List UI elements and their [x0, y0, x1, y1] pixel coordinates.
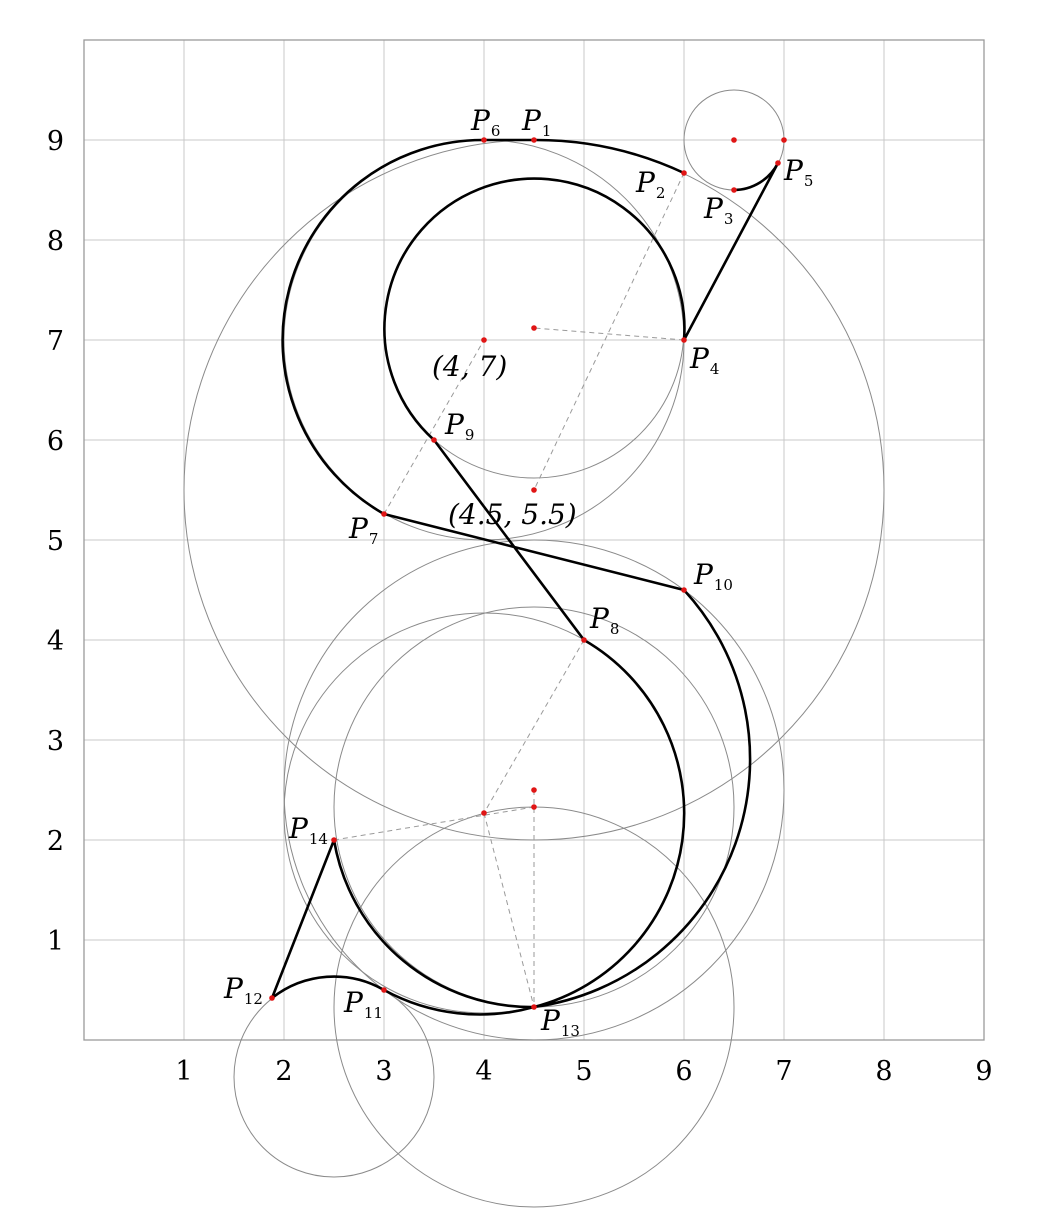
point-p5 [775, 160, 781, 166]
guide-line [533, 327, 685, 341]
coordinate-label: (4, 7) [432, 350, 507, 383]
s-curve-path [270, 138, 780, 1016]
label-letter: P [693, 558, 714, 591]
point-p4 [681, 337, 687, 343]
label-subscript: 13 [561, 1022, 580, 1040]
point-p9 [431, 437, 437, 443]
guide-line [333, 806, 535, 841]
label-p2: P2 [635, 166, 665, 202]
guide-line [533, 172, 685, 491]
label-subscript: 7 [369, 530, 379, 548]
s-curve-outline [270, 138, 780, 1016]
y-tick-label: 8 [47, 226, 64, 257]
label-subscript: 12 [244, 990, 263, 1008]
label-subscript: 14 [309, 830, 328, 848]
label-p3: P3 [703, 192, 733, 228]
point-p10 [681, 587, 687, 593]
label-subscript: 10 [714, 576, 733, 594]
y-tick-label: 6 [47, 426, 64, 457]
x-tick-label: 6 [675, 1056, 692, 1087]
y-tick-label: 3 [47, 726, 64, 757]
point-p12 [269, 995, 275, 1001]
center-point [531, 325, 537, 331]
label-subscript: 9 [465, 426, 475, 444]
label-letter: P [470, 104, 491, 137]
label-letter: P [540, 1004, 561, 1037]
center-point [481, 810, 487, 816]
label-p6: P6 [470, 104, 500, 140]
point-p1 [531, 137, 537, 143]
label-p12: P12 [223, 972, 263, 1008]
point-p14 [331, 837, 337, 843]
guide-line [383, 339, 485, 515]
label-subscript: 2 [656, 184, 666, 202]
coordinate-label: (4.5, 5.5) [448, 498, 577, 531]
label-letter: P [348, 512, 369, 545]
label-p5: P5 [783, 154, 813, 190]
y-tick-label: 4 [47, 626, 64, 657]
center-point [781, 137, 787, 143]
label-p11: P11 [343, 986, 383, 1022]
label-letter: P [635, 166, 656, 199]
y-tick-label: 2 [47, 826, 64, 857]
x-tick-label: 3 [375, 1056, 392, 1087]
label-p10: P10 [693, 558, 733, 594]
label-subscript: 6 [491, 122, 501, 140]
center-point [731, 137, 737, 143]
point-p3 [731, 187, 737, 193]
label-letter: P [343, 986, 364, 1019]
center-point [531, 804, 537, 810]
label-subscript: 5 [804, 172, 814, 190]
label-p4: P4 [689, 342, 719, 378]
x-tick-label: 1 [175, 1056, 192, 1087]
x-tick-label: 2 [275, 1056, 292, 1087]
guide-line [483, 639, 585, 814]
point-p8 [581, 637, 587, 643]
label-letter: P [783, 154, 804, 187]
guide-lines [333, 172, 685, 1008]
guide-line [483, 812, 535, 1008]
label-letter: P [589, 602, 610, 635]
label-p13: P13 [540, 1004, 580, 1040]
point-p2 [681, 170, 687, 176]
x-tick-label: 8 [875, 1056, 892, 1087]
x-tick-label: 5 [575, 1056, 592, 1087]
label-letter: P [689, 342, 710, 375]
label-subscript: 11 [364, 1004, 383, 1022]
label-p9: P9 [444, 408, 474, 444]
x-tick-label: 9 [975, 1056, 992, 1087]
y-tick-label: 9 [47, 126, 64, 157]
x-tick-label: 4 [475, 1056, 492, 1087]
center-point [531, 787, 537, 793]
point-p6 [481, 137, 487, 143]
center-point [481, 337, 487, 343]
label-subscript: 8 [610, 620, 620, 638]
label-p8: P8 [589, 602, 619, 638]
label-letter: P [444, 408, 465, 441]
center-point [531, 487, 537, 493]
label-subscript: 4 [710, 360, 720, 378]
point-p13 [531, 1004, 537, 1010]
label-subscript: 3 [724, 210, 734, 228]
label-letter: P [703, 192, 724, 225]
label-letter: P [223, 972, 244, 1005]
construction-circle [283, 539, 785, 1041]
points-layer [269, 137, 787, 1010]
label-letter: P [521, 104, 542, 137]
point-p11 [381, 987, 387, 993]
point-p7 [381, 511, 387, 517]
y-tick-label: 1 [47, 926, 64, 957]
label-p7: P7 [348, 512, 378, 548]
x-tick-label: 7 [775, 1056, 792, 1087]
label-subscript: 1 [542, 122, 552, 140]
y-tick-label: 5 [47, 526, 64, 557]
label-p14: P14 [288, 812, 328, 848]
label-letter: P [288, 812, 309, 845]
label-p1: P1 [521, 104, 551, 140]
y-tick-label: 7 [47, 326, 64, 357]
